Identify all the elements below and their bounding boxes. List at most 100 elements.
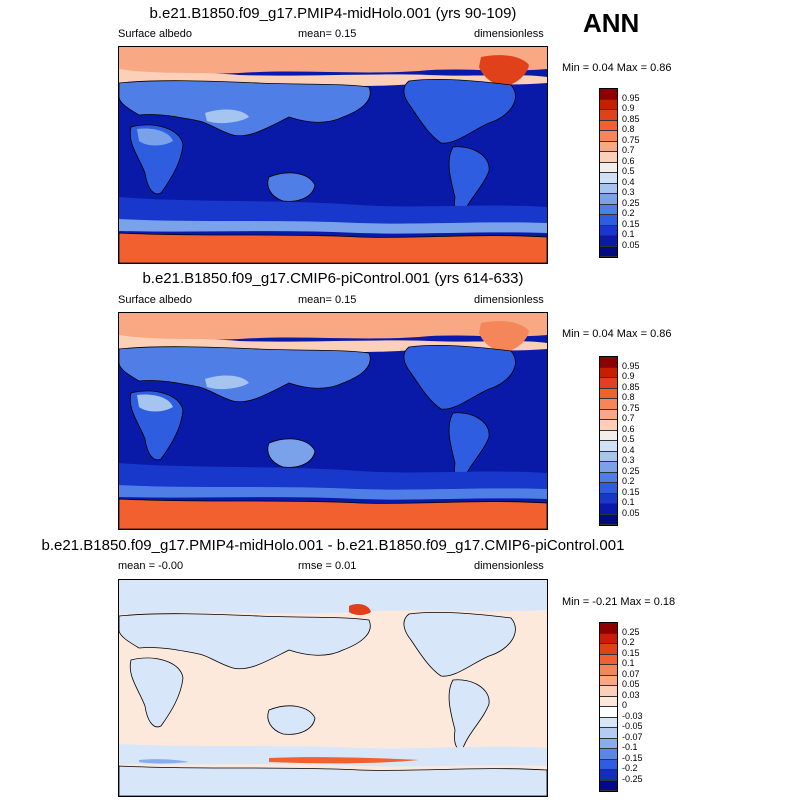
- colorbar-box: [600, 686, 617, 697]
- colorbar-tick-label: -0.03: [622, 710, 643, 721]
- colorbar-tick-label: 0.9: [622, 103, 635, 113]
- colorbar-box: [600, 399, 617, 410]
- colorbar-box: [600, 707, 617, 718]
- colorbar-tick-label: 0.75: [622, 402, 640, 413]
- colorbar-box: [600, 441, 617, 452]
- colorbar-tick-label: 0.4: [622, 176, 635, 187]
- rmse-label: rmse = 0.01: [298, 560, 357, 572]
- colorbar-tick-label: 0.05: [622, 239, 640, 250]
- colorbar-tick-label: 0.05: [622, 507, 640, 518]
- colorbar-tick-label: 0.8: [622, 124, 635, 134]
- colorbar-tick-label: 0.5: [622, 434, 635, 444]
- min-max-readout: Min = -0.21 Max = 0.18: [562, 596, 675, 608]
- colorbar-tick-label: 0.7: [622, 145, 635, 155]
- colorbar-box: [600, 696, 617, 707]
- colorbar-box: [600, 633, 617, 644]
- colorbar-tick-label: -0.15: [622, 752, 643, 763]
- units-label: dimensionless: [474, 294, 544, 306]
- colorbar-box: [600, 246, 617, 257]
- colorbar-labels: 0.95 0.9 0.85 0.8 0.75 0.7 0.6 0.5 0.4 0.3 0.25 0.2…: [622, 356, 682, 524]
- colorbar-box: [600, 99, 617, 110]
- variable-label: Surface albedo: [118, 28, 192, 40]
- min-label: Min =: [562, 328, 590, 340]
- difference-map: [118, 579, 548, 797]
- colorbar-tick-label: 0.3: [622, 187, 635, 197]
- max-label: Max =: [616, 328, 648, 340]
- colorbar: [599, 622, 618, 792]
- colorbar-box: [600, 204, 617, 215]
- colorbar-box: [600, 120, 617, 131]
- colorbar-labels: 0.25 0.2 0.15 0.1 0.07 0.05 0.03 0 -0.03 -0.05 -0.…: [622, 622, 682, 790]
- max-value: 0.86: [650, 328, 672, 340]
- colorbar-box: [600, 89, 617, 100]
- colorbar-box: [600, 675, 617, 686]
- colorbar-box: [600, 357, 617, 368]
- colorbar-box: [600, 367, 617, 378]
- mean-label: mean= 0.15: [298, 294, 357, 306]
- colorbar-tick-label: 0.6: [622, 155, 635, 166]
- albedo-map: [118, 312, 548, 530]
- colorbar-labels: 0.95 0.9 0.85 0.8 0.75 0.7 0.6 0.5 0.4 0.3 0.25 0.2…: [622, 88, 682, 256]
- colorbar: [599, 356, 618, 526]
- colorbar-box: [600, 462, 617, 473]
- colorbar-box: [600, 378, 617, 389]
- colorbar-tick-label: -0.2: [622, 763, 638, 773]
- colorbar-box: [600, 420, 617, 431]
- map-field: [119, 47, 547, 263]
- colorbar-box: [600, 409, 617, 420]
- colorbar-tick-label: 0.95: [622, 92, 640, 103]
- variable-label: Surface albedo: [118, 294, 192, 306]
- colorbar-box: [600, 194, 617, 205]
- colorbar-box: [600, 225, 617, 236]
- colorbar-tick-label: -0.25: [622, 773, 643, 784]
- colorbar-tick-label: 0.95: [622, 360, 640, 371]
- colorbar-box: [600, 504, 617, 515]
- colorbar-box: [600, 665, 617, 676]
- colorbar-box: [600, 717, 617, 728]
- max-value: 0.18: [653, 596, 676, 608]
- colorbar-tick-label: 0.85: [622, 381, 640, 392]
- units-label: dimensionless: [474, 28, 544, 40]
- panel-title: b.e21.B1850.f09_g17.PMIP4-midHolo.001 (y…: [149, 5, 517, 22]
- map-field: [119, 313, 547, 529]
- min-value: 0.04: [592, 62, 614, 74]
- colorbar-box: [600, 749, 617, 760]
- colorbar-tick-label: 0.1: [622, 497, 635, 507]
- panel-title: b.e21.B1850.f09_g17.PMIP4-midHolo.001 - …: [41, 537, 625, 554]
- colorbar-tick-label: 0.15: [622, 647, 640, 658]
- colorbar-tick-label: 0.15: [622, 486, 640, 497]
- colorbar-tick-label: -0.05: [622, 721, 643, 731]
- colorbar-box: [600, 654, 617, 665]
- colorbar-box: [600, 388, 617, 399]
- colorbar-tick-label: 0.15: [622, 218, 640, 229]
- map-field: [119, 580, 547, 796]
- colorbar-tick-label: 0.7: [622, 413, 635, 423]
- colorbar-box: [600, 430, 617, 441]
- colorbar-tick-label: 0.25: [622, 465, 640, 476]
- colorbar-tick-label: 0.5: [622, 166, 635, 176]
- albedo-map: [118, 46, 548, 264]
- colorbar-box: [600, 472, 617, 483]
- colorbar-box: [600, 514, 617, 525]
- panel-title: b.e21.B1850.f09_g17.CMIP6-piControl.001 …: [142, 270, 524, 287]
- min-value: -0.21: [592, 596, 618, 608]
- colorbar-tick-label: 0.9: [622, 371, 635, 381]
- colorbar-box: [600, 728, 617, 739]
- colorbar-box: [600, 738, 617, 749]
- colorbar-box: [600, 493, 617, 504]
- colorbar-tick-label: 0: [622, 700, 628, 710]
- colorbar-tick-label: -0.07: [622, 731, 643, 742]
- max-value: 0.86: [650, 62, 672, 74]
- min-max-readout: Min = 0.04 Max = 0.86: [562, 62, 672, 74]
- colorbar-tick-label: 0.07: [622, 668, 640, 679]
- colorbar-tick-label: 0.2: [622, 476, 635, 486]
- colorbar-box: [600, 152, 617, 163]
- season-label: ANN: [583, 8, 640, 38]
- max-label: Max =: [620, 596, 651, 608]
- min-label: Min =: [562, 62, 590, 74]
- colorbar-tick-label: 0.25: [622, 626, 640, 637]
- colorbar-tick-label: 0.1: [622, 229, 635, 239]
- colorbar-tick-label: 0.75: [622, 134, 640, 145]
- colorbar-box: [600, 780, 617, 791]
- colorbar-tick-label: 0.85: [622, 113, 640, 124]
